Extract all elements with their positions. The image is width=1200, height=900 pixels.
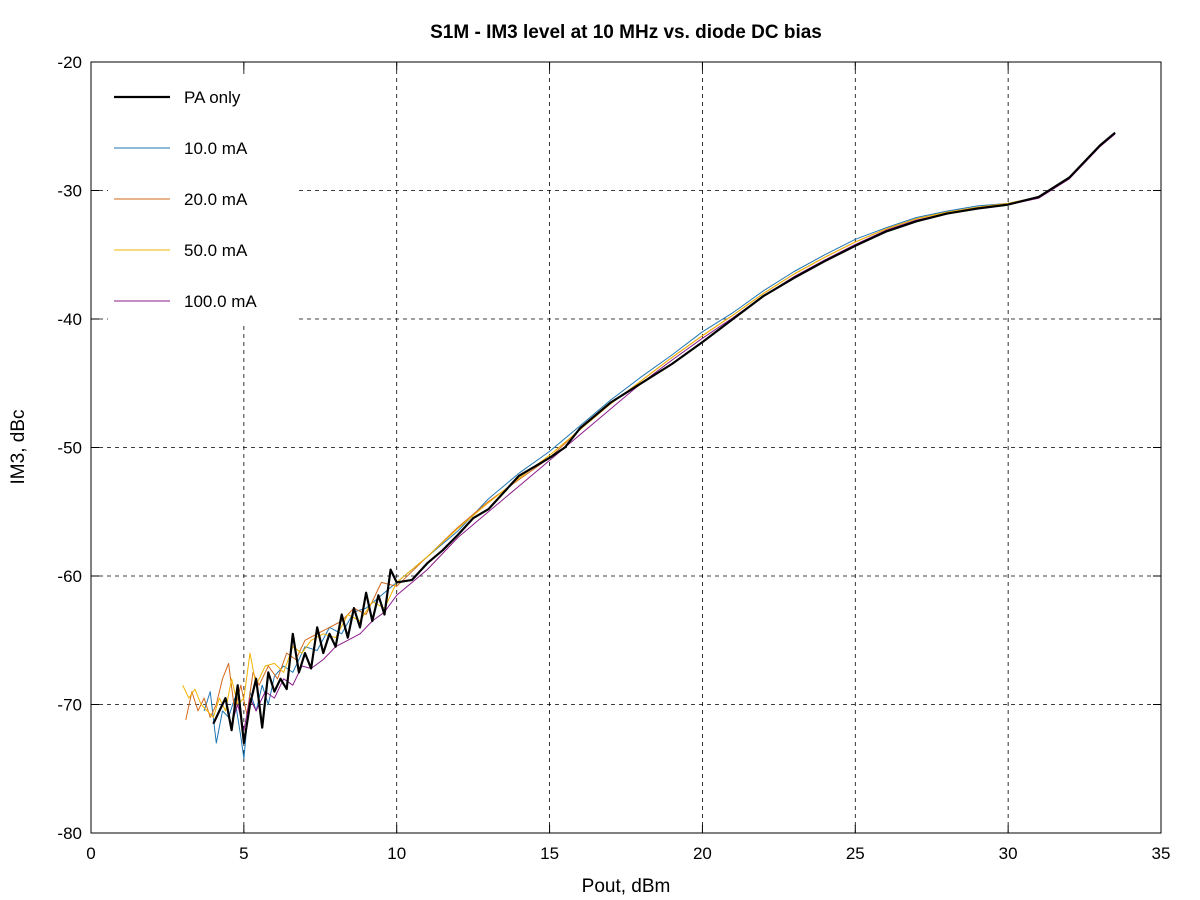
- y-tick-label: -30: [57, 182, 82, 201]
- series-line-100-0-ma: [231, 133, 1116, 731]
- axis-ticks: 0 5 10 15 20 25 30 35 -80 -70 -60 -50 -40 -30 -20: [57, 53, 1170, 863]
- x-tick-label: 20: [693, 844, 712, 863]
- x-tick-label: 25: [846, 844, 865, 863]
- series-line-pa-only: [212, 131, 1116, 745]
- legend-label-100-0-ma: 100.0 mA: [184, 292, 257, 311]
- y-tick-label: -80: [57, 824, 82, 843]
- legend-label-pa-only: PA only: [184, 88, 241, 107]
- x-tick-label: 30: [999, 844, 1018, 863]
- x-axis-label: Pout, dBm: [582, 876, 671, 897]
- legend-label-50-0-ma: 50.0 mA: [184, 241, 248, 260]
- y-tick-label: -60: [57, 567, 82, 586]
- chart-title: S1M - IM3 level at 10 MHz vs. diode DC b…: [430, 22, 822, 43]
- series-lines: [182, 131, 1116, 759]
- legend: PA only 10.0 mA 20.0 mA 50.0 mA 100.0 mA: [108, 74, 298, 326]
- legend-label-20-0-ma: 20.0 mA: [184, 190, 248, 209]
- y-tick-label: -70: [57, 696, 82, 715]
- x-tick-label: 15: [540, 844, 559, 863]
- y-tick-label: -40: [57, 310, 82, 329]
- y-tick-label: -50: [57, 439, 82, 458]
- x-tick-label: 10: [387, 844, 406, 863]
- series-line-10-0-ma: [203, 132, 1116, 759]
- x-tick-label: 5: [239, 844, 248, 863]
- legend-background: [108, 74, 298, 326]
- y-axis-label: IM3, dBc: [8, 410, 29, 485]
- plot-frame: [90, 61, 1162, 834]
- y-tick-label: -20: [57, 53, 82, 72]
- x-tick-label: 35: [1152, 844, 1171, 863]
- series-line-20-0-ma: [185, 132, 1116, 721]
- legend-label-10-0-ma: 10.0 mA: [184, 139, 248, 158]
- series-line-50-0-ma: [182, 132, 1116, 718]
- x-tick-label: 0: [86, 844, 95, 863]
